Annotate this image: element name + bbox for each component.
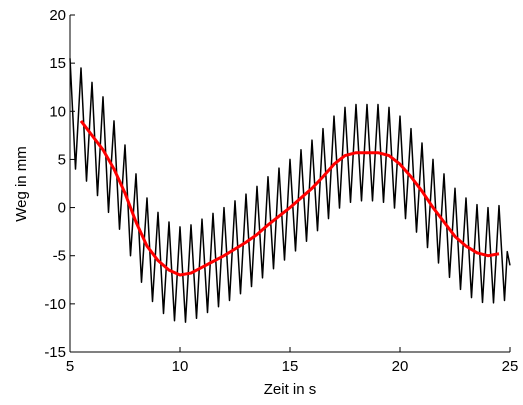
x-tick-label: 15 xyxy=(282,358,299,375)
y-tick-label: 0 xyxy=(58,200,66,217)
y-tick-label: -5 xyxy=(53,248,66,265)
y-tick-label: -10 xyxy=(44,296,66,313)
x-tick-label: 20 xyxy=(392,358,409,375)
series-line xyxy=(79,120,500,277)
y-tick-label: 15 xyxy=(49,55,66,72)
y-tick-label: -15 xyxy=(44,344,66,361)
y-axis-label: Weg in mm xyxy=(13,146,30,222)
y-tick-label: 20 xyxy=(49,7,66,24)
y-tick-label: 10 xyxy=(49,103,66,120)
series-line xyxy=(69,58,511,323)
x-axis-label: Zeit in s xyxy=(264,381,317,398)
x-tick-label: 5 xyxy=(66,358,74,375)
x-tick-label: 25 xyxy=(502,358,519,375)
x-tick-label: 10 xyxy=(172,358,189,375)
y-tick-label: 5 xyxy=(58,151,66,168)
